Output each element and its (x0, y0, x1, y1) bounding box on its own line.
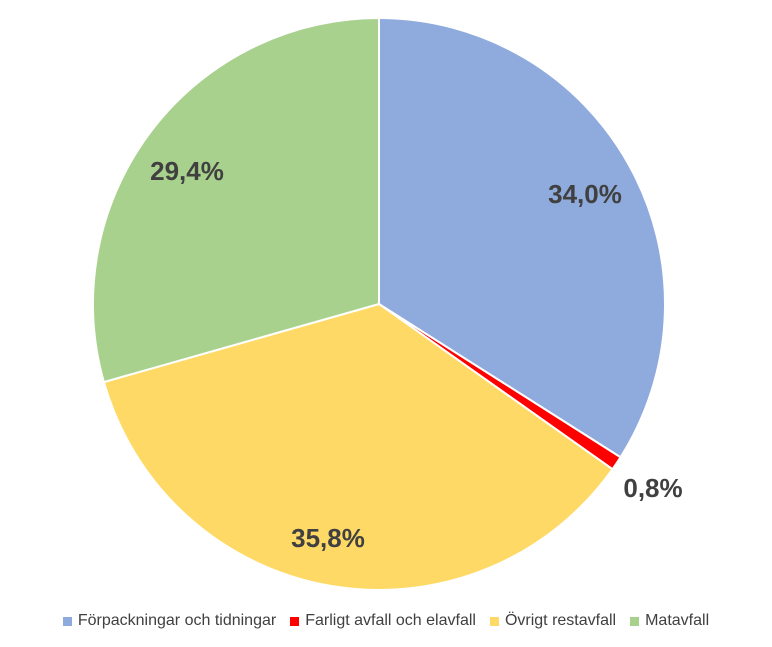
legend-swatch-3 (630, 616, 640, 626)
slice-labels: 34,0% 0,8% 35,8% 29,4% (150, 156, 683, 553)
slice-label-0: 34,0% (548, 179, 622, 209)
pie-slice-3 (92, 17, 380, 384)
legend-swatch-0 (62, 616, 72, 626)
slice-label-3: 29,4% (150, 156, 224, 186)
slice-label-1: 0,8% (623, 473, 682, 503)
legend-label-1: Farligt avfall och elavfall (305, 612, 476, 629)
pie-slices (92, 17, 666, 591)
pie-slice-0 (378, 17, 666, 459)
pie-slice-2 (102, 303, 614, 591)
legend-label-2: Övrigt restavfall (504, 612, 617, 629)
legend-item-0: Förpackningar och tidningar (62, 612, 277, 630)
legend-swatch-1 (290, 616, 300, 626)
legend-item-3: Matavfall (630, 612, 709, 630)
legend-swatch-2 (489, 616, 499, 626)
legend: Förpackningar och tidningar Farligt avfal… (0, 612, 772, 630)
legend-label-0: Förpackningar och tidningar (77, 612, 277, 629)
legend-label-3: Matavfall (645, 612, 710, 629)
slice-label-2: 35,8% (291, 523, 365, 553)
legend-item-2: Övrigt restavfall (489, 612, 617, 630)
pie-chart: 34,0% 0,8% 35,8% 29,4% (92, 17, 683, 591)
legend-item-1: Farligt avfall och elavfall (290, 612, 476, 630)
